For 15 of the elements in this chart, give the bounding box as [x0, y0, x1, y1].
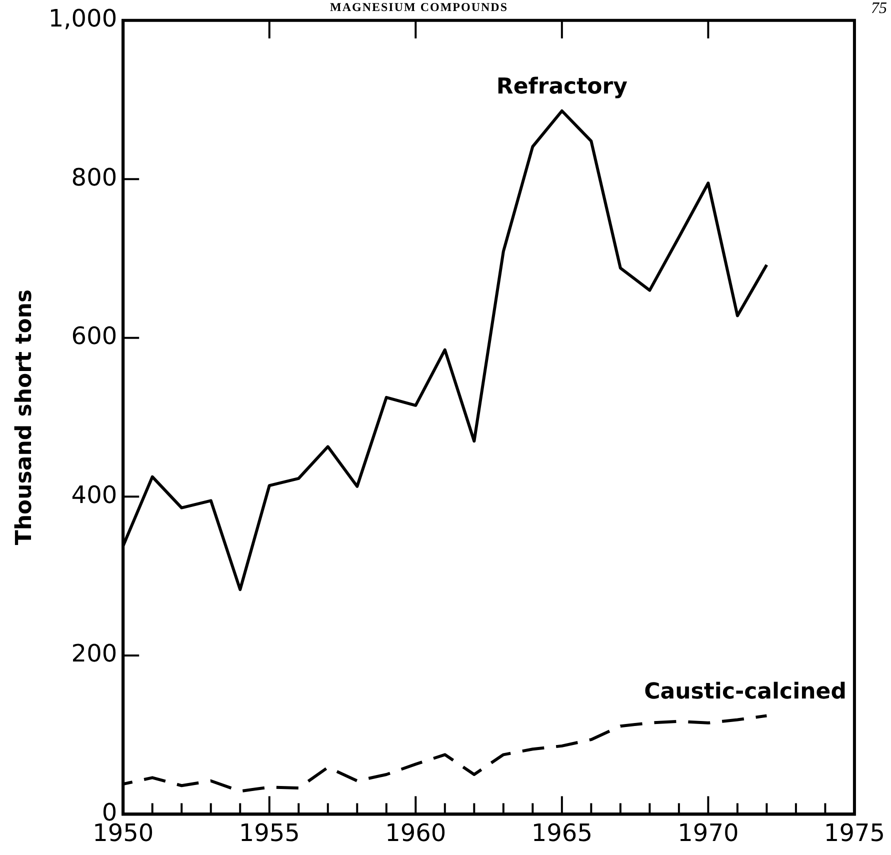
- text: 75: [871, 0, 887, 18]
- x-tick-label: 1970: [678, 818, 739, 847]
- text: MAGNESIUM COMPOUNDS: [330, 0, 508, 15]
- x-tick-label: 1975: [824, 818, 885, 847]
- x-tick-label: 1965: [531, 818, 592, 847]
- series-label: Refractory: [496, 74, 628, 100]
- y-tick-label: 800: [71, 163, 118, 192]
- x-tick-label: 1955: [238, 818, 300, 847]
- y-tick-label: 1,000: [48, 4, 118, 33]
- y-tick-label: 200: [71, 640, 118, 668]
- series-label: Caustic-calcined: [644, 679, 846, 704]
- y-tick-label: 600: [71, 322, 118, 350]
- y-tick-label: 400: [71, 480, 118, 509]
- y-axis-title: Thousand short tons: [12, 289, 37, 546]
- x-tick-label: 1960: [385, 818, 446, 847]
